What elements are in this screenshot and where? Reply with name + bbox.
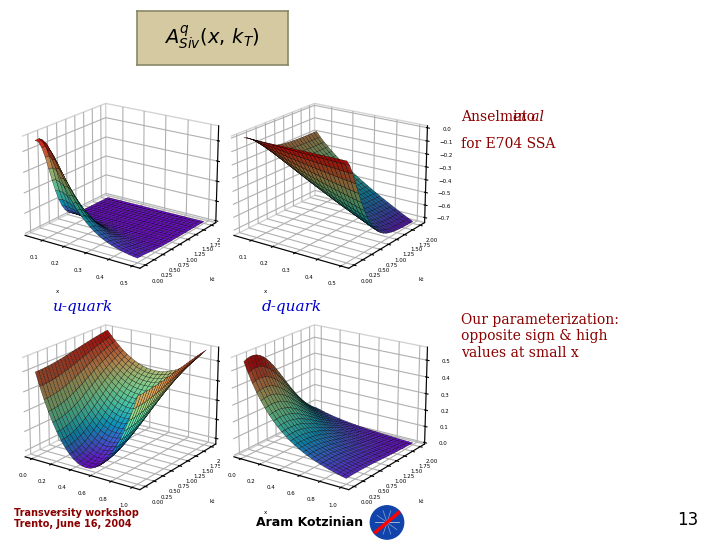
Text: Transversity workshop
Trento, June 16, 2004: Transversity workshop Trento, June 16, 2… <box>14 508 139 529</box>
Text: d-quark: d-quark <box>261 300 322 314</box>
Text: $A^{q}_{Siv}(x,\,k_T)$: $A^{q}_{Siv}(x,\,k_T)$ <box>164 24 261 52</box>
Text: Anselmino: Anselmino <box>461 110 539 124</box>
Y-axis label: kt: kt <box>210 499 215 504</box>
X-axis label: x: x <box>55 289 59 294</box>
Circle shape <box>370 506 404 539</box>
Text: Aram Kotzinian: Aram Kotzinian <box>256 516 363 529</box>
Text: 13: 13 <box>677 511 698 529</box>
X-axis label: x: x <box>55 510 59 516</box>
Text: Our parameterization:
opposite sign & high
values at small x: Our parameterization: opposite sign & hi… <box>461 313 618 360</box>
Text: et al: et al <box>513 110 544 124</box>
Y-axis label: kt: kt <box>418 499 423 504</box>
Y-axis label: kt: kt <box>418 278 423 282</box>
X-axis label: x: x <box>264 510 268 516</box>
X-axis label: x: x <box>264 289 268 294</box>
Text: u-quark: u-quark <box>53 300 113 314</box>
Text: for E704 SSA: for E704 SSA <box>461 137 555 151</box>
Y-axis label: kt: kt <box>210 278 215 282</box>
